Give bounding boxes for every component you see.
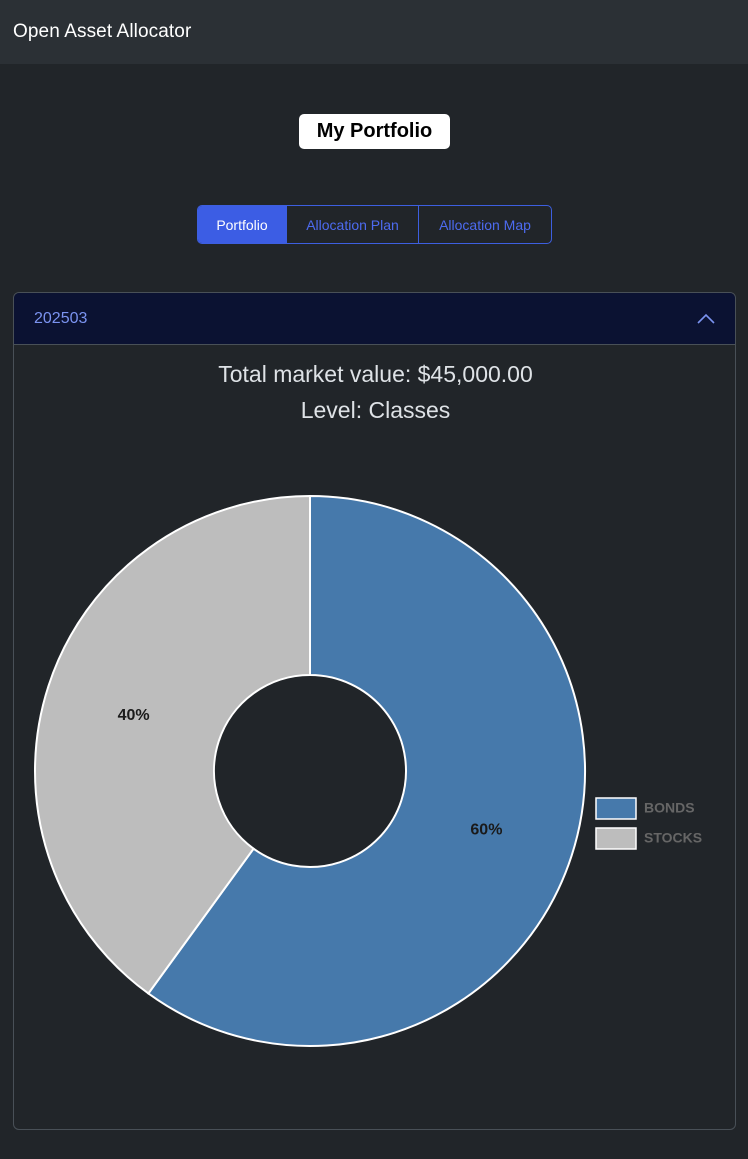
slice-label-bonds: 60% bbox=[470, 822, 502, 839]
slice-label-stocks: 40% bbox=[118, 707, 150, 724]
app-brand[interactable]: Open Asset Allocator bbox=[13, 21, 192, 42]
total-market-value: Total market value: $45,000.00 bbox=[218, 361, 533, 387]
allocation-doughnut-chart: 60% 40% BONDS STOCKS bbox=[34, 494, 702, 1047]
portfolio-accordion: 202503 Total market value: $45,000.00 Le… bbox=[13, 292, 736, 1130]
tab-allocation-map[interactable]: Allocation Map bbox=[439, 216, 531, 233]
slice-bonds[interactable] bbox=[146, 494, 586, 1047]
level-label: Level: Classes bbox=[300, 397, 451, 423]
view-tab-group: Portfolio Allocation Plan Allocation Map bbox=[197, 205, 552, 244]
tab-portfolio[interactable]: Portfolio bbox=[198, 206, 287, 243]
accordion-header[interactable]: 202503 bbox=[14, 293, 735, 345]
legend-swatch-stocks[interactable] bbox=[595, 827, 637, 850]
tab-allocation-plan[interactable]: Allocation Plan bbox=[287, 206, 419, 243]
navbar: Open Asset Allocator bbox=[0, 0, 748, 64]
page-title: My Portfolio bbox=[299, 114, 450, 149]
legend-label-bonds[interactable]: BONDS bbox=[644, 800, 695, 816]
legend-label-stocks[interactable]: STOCKS bbox=[644, 830, 702, 846]
slice-stocks[interactable] bbox=[34, 494, 311, 995]
accordion-body: Total market value: $45,000.00 Level: Cl… bbox=[14, 345, 735, 1129]
accordion-title: 202503 bbox=[34, 309, 88, 327]
chevron-up-icon[interactable] bbox=[697, 310, 715, 328]
legend-swatch-bonds[interactable] bbox=[595, 797, 637, 820]
